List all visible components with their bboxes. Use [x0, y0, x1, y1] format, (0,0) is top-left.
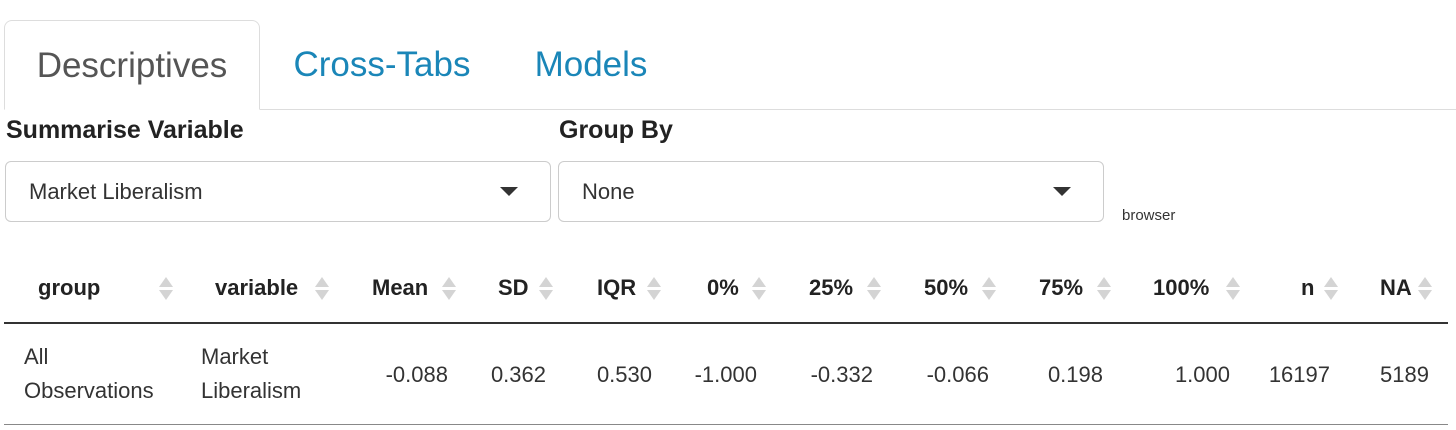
- sort-icon: [539, 277, 553, 301]
- cell-na: 5189: [1380, 362, 1429, 387]
- cell-variable: Market Liberalism: [201, 344, 302, 403]
- column-header-p75[interactable]: 75%: [1039, 266, 1115, 310]
- column-header-na[interactable]: NA: [1380, 266, 1440, 310]
- summarise-variable-label: Summarise Variable: [6, 116, 244, 144]
- sort-icon: [867, 277, 881, 301]
- column-header-n[interactable]: n: [1301, 266, 1341, 310]
- cell-p50: -0.066: [926, 362, 989, 387]
- column-header-group[interactable]: group: [38, 266, 178, 310]
- cell-p0: -1.000: [694, 362, 757, 387]
- browser-note: browser: [1122, 207, 1176, 224]
- column-header-p100[interactable]: 100%: [1153, 266, 1243, 310]
- cell-group: All Observations: [24, 344, 154, 403]
- cell-p25: -0.332: [810, 362, 873, 387]
- tab-cross-tabs[interactable]: Cross-Tabs: [293, 45, 471, 84]
- cell-p100: 1.000: [1174, 362, 1230, 387]
- tab-divider: [4, 109, 1456, 110]
- column-header-mean[interactable]: Mean: [372, 266, 462, 310]
- sort-icon: [315, 277, 329, 301]
- summarise-variable-select[interactable]: Market Liberalism: [5, 161, 551, 222]
- column-header-p50[interactable]: 50%: [924, 266, 1000, 310]
- cell-p75: 0.198: [1047, 362, 1103, 387]
- sort-icon: [752, 277, 766, 301]
- tab-descriptives[interactable]: Descriptives: [4, 20, 260, 110]
- column-header-p25[interactable]: 25%: [809, 266, 885, 310]
- sort-icon: [647, 277, 661, 301]
- sort-icon: [442, 277, 456, 301]
- cell-iqr: 0.530: [596, 362, 652, 387]
- sort-icon: [1226, 277, 1240, 301]
- column-header-p0[interactable]: 0%: [707, 266, 771, 310]
- sort-icon: [1097, 277, 1111, 301]
- cell-sd: 0.362: [490, 362, 546, 387]
- sort-icon: [159, 277, 173, 301]
- group-by-value: None: [582, 179, 635, 204]
- sort-icon: [982, 277, 996, 301]
- column-header-iqr[interactable]: IQR: [597, 266, 665, 310]
- sort-icon: [1418, 277, 1432, 301]
- chevron-down-icon: [1053, 187, 1071, 196]
- column-header-sd[interactable]: SD: [498, 266, 558, 310]
- tab-bar: Descriptives Cross-Tabs Models: [4, 20, 1456, 110]
- sort-icon: [1324, 277, 1338, 301]
- table-row-divider: [4, 424, 1448, 425]
- cell-mean: -0.088: [385, 362, 448, 387]
- group-by-label: Group By: [559, 116, 673, 144]
- table-header-divider: [4, 322, 1448, 324]
- column-header-variable[interactable]: variable: [215, 266, 335, 310]
- tab-models[interactable]: Models: [534, 45, 648, 84]
- chevron-down-icon: [500, 187, 518, 196]
- group-by-select[interactable]: None: [558, 161, 1104, 222]
- cell-n: 16197: [1268, 362, 1330, 387]
- summarise-variable-value: Market Liberalism: [29, 179, 203, 204]
